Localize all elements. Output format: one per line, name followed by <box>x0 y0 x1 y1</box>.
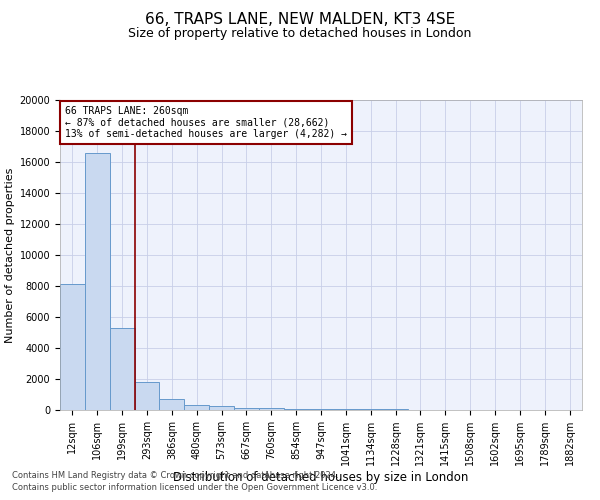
Bar <box>284 409 308 410</box>
Text: 66, TRAPS LANE, NEW MALDEN, KT3 4SE: 66, TRAPS LANE, NEW MALDEN, KT3 4SE <box>145 12 455 28</box>
X-axis label: Distribution of detached houses by size in London: Distribution of detached houses by size … <box>173 471 469 484</box>
Y-axis label: Number of detached properties: Number of detached properties <box>5 168 16 342</box>
Bar <box>234 408 259 410</box>
Bar <box>184 404 209 410</box>
Bar <box>85 152 110 410</box>
Text: 66 TRAPS LANE: 260sqm
← 87% of detached houses are smaller (28,662)
13% of semi-: 66 TRAPS LANE: 260sqm ← 87% of detached … <box>65 106 347 140</box>
Bar <box>134 382 160 410</box>
Bar <box>334 409 358 410</box>
Bar <box>209 406 234 410</box>
Text: Contains public sector information licensed under the Open Government Licence v3: Contains public sector information licen… <box>12 484 377 492</box>
Bar <box>160 399 184 410</box>
Bar <box>60 284 85 410</box>
Text: Contains HM Land Registry data © Crown copyright and database right 2024.: Contains HM Land Registry data © Crown c… <box>12 471 338 480</box>
Bar <box>259 408 284 410</box>
Text: Size of property relative to detached houses in London: Size of property relative to detached ho… <box>128 28 472 40</box>
Bar <box>110 328 134 410</box>
Bar <box>358 409 383 410</box>
Bar <box>308 409 334 410</box>
